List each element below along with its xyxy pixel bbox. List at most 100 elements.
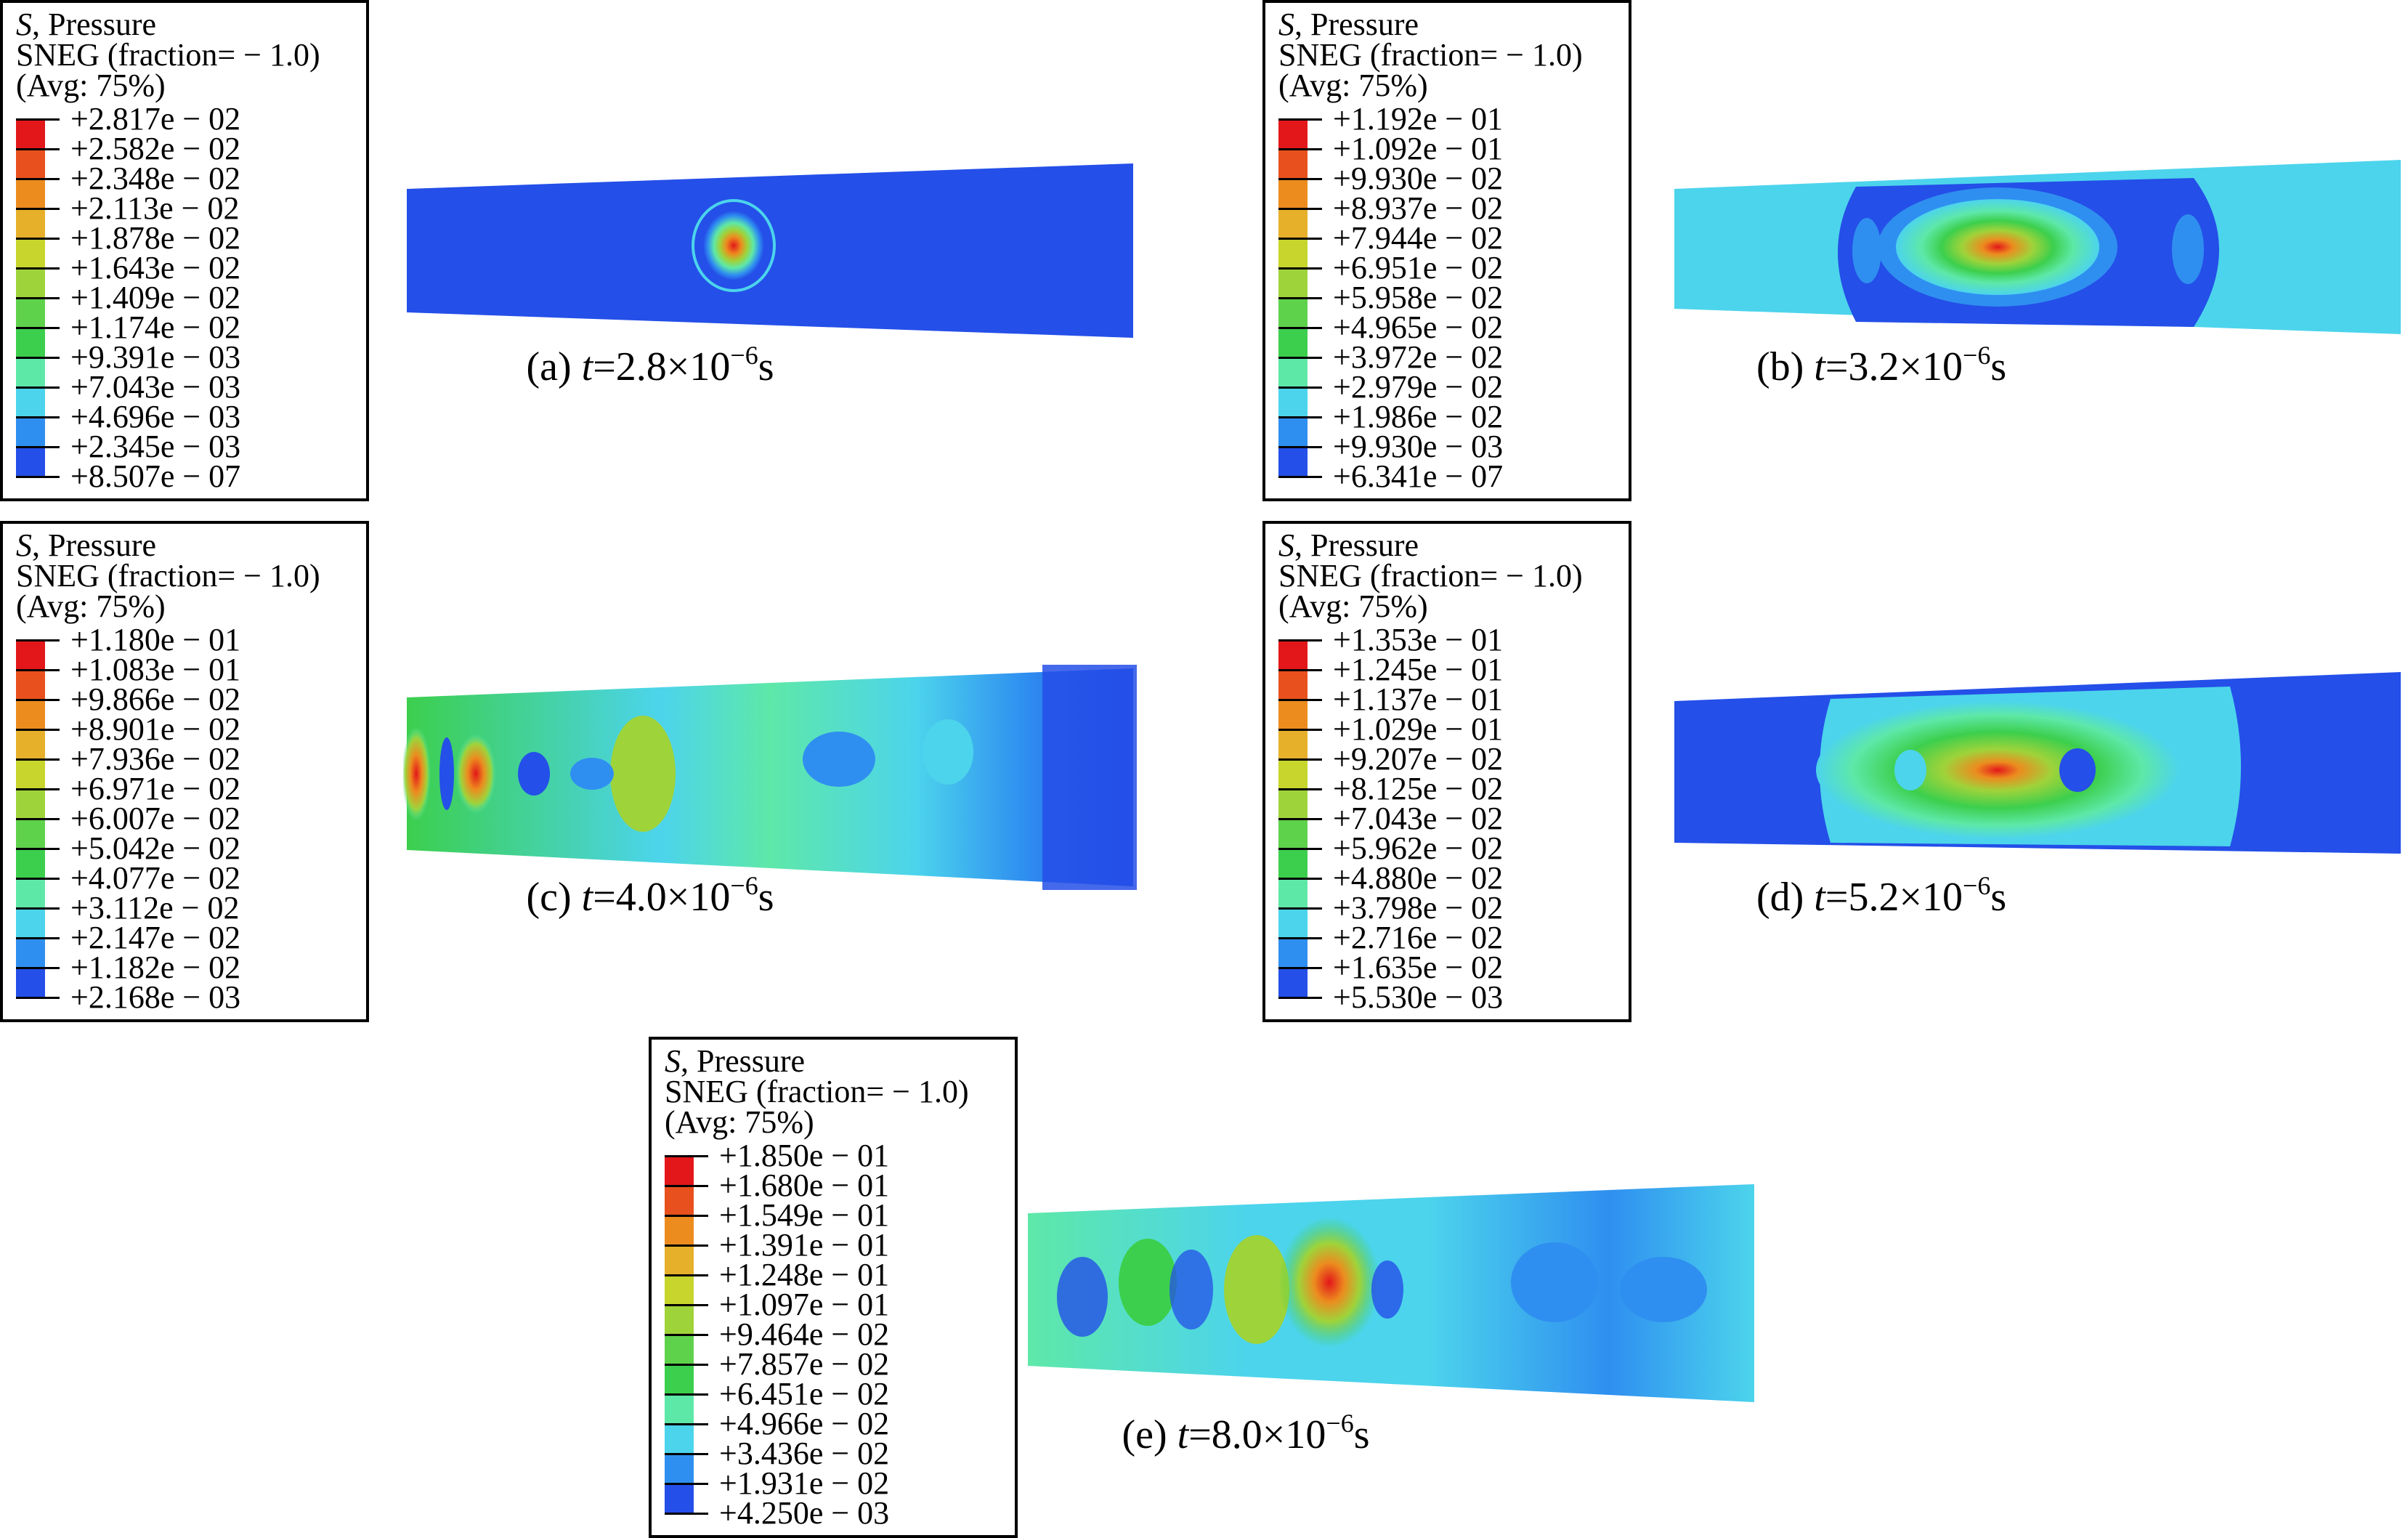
color-swatch [665,1186,694,1215]
caption-exponent: −6 [1326,1409,1354,1438]
color-swatch [1278,908,1308,938]
caption-time-value: =2.8×10 [593,344,731,389]
caption-time-var: t [581,344,593,389]
legend-tick [1278,788,1322,790]
legend-tick [16,297,60,299]
legend-value: +8.507e − 07 [70,458,241,494]
color-swatch [16,789,45,819]
color-swatch [665,1156,694,1186]
legend-value: +6.971e − 02 [70,771,241,806]
legend-value: +9.866e − 02 [70,681,241,717]
legend-value: +1.248e − 01 [719,1257,890,1292]
legend-tick [16,386,60,389]
legend-tick [1278,386,1322,389]
legend-tick [16,639,60,641]
legend-tick [1278,297,1322,299]
legend-box: S, Pressure SNEG (fraction= − 1.0) (Avg: 7… [649,1037,1018,1538]
legend-tick [665,1393,708,1396]
legend-tick [16,446,60,448]
legend-value: +4.965e − 02 [1333,309,1504,345]
legend-tick [1278,476,1322,478]
legend-tick [1278,639,1322,641]
color-swatch [1278,387,1308,417]
legend-variable-name: , Pressure [32,527,157,563]
caption-time-var: t [1814,344,1825,389]
color-swatch [665,1454,694,1484]
color-swatch [16,268,45,298]
color-swatch [1278,968,1308,997]
legend-value: +7.857e − 02 [719,1346,890,1382]
legend-value: +9.391e − 03 [70,339,241,375]
caption-unit: s [758,875,774,920]
color-swatch [16,357,45,387]
color-swatch [665,1394,694,1424]
legend-value: +9.464e − 02 [719,1316,890,1352]
legend-averaging: (Avg: 75%) [665,1104,814,1140]
color-swatch [665,1484,694,1513]
color-swatch [16,328,45,357]
legend-tick [16,848,60,850]
color-swatch [665,1215,694,1245]
legend-value: +1.680e − 01 [719,1167,890,1203]
color-swatch [1278,878,1308,908]
color-swatch [16,938,45,968]
caption-time-value: =8.0×10 [1188,1412,1326,1457]
legend-tick [665,1155,708,1157]
legend-tick [1278,967,1322,969]
legend-tick [16,788,60,790]
legend-tick [16,208,60,210]
caption-time-value: =5.2×10 [1825,875,1963,920]
legend-tick [665,1513,708,1515]
legend-tick [1278,208,1322,210]
legend-tick [16,178,60,180]
legend-box: S, Pressure SNEG (fraction= − 1.0) (Avg: 7… [1262,521,1631,1022]
color-swatch [1278,149,1308,179]
legend-value: +6.007e − 02 [70,801,241,836]
color-swatch [16,670,45,700]
legend-tick [1278,699,1322,701]
color-swatch [665,1335,694,1364]
legend-title: S, Pressure [665,1045,805,1077]
legend-variable-name: , Pressure [32,7,157,42]
legend-value: +4.880e − 02 [1333,860,1504,896]
legend-tick [1278,937,1322,939]
color-swatch [16,759,45,789]
legend-value: +3.798e − 02 [1333,890,1504,926]
legend-subtitle: SNEG (fraction= − 1.0) [16,558,320,594]
panel-caption: (d) t=5.2×10−6s [1756,873,2007,920]
caption-label: (d) [1756,875,1815,920]
caption-time-var: t [581,875,593,920]
legend-tick [16,758,60,761]
legend-value: +1.986e − 02 [1333,399,1504,434]
legend-value: +2.147e − 02 [70,920,241,955]
legend-value: +1.180e − 01 [70,622,241,657]
legend-value: +6.451e − 02 [719,1376,890,1412]
legend-tick [1278,446,1322,448]
color-swatch [665,1245,694,1275]
legend-value: +1.174e − 02 [70,309,241,345]
color-swatch [16,238,45,268]
caption-unit: s [1990,875,2007,920]
legend-value: +1.643e − 02 [70,250,241,286]
color-swatch [16,417,45,447]
legend-value: +1.192e − 01 [1333,101,1504,137]
legend-value: +2.582e − 02 [70,131,241,166]
contour-plate-e [1028,1184,1754,1402]
legend-averaging: (Avg: 75%) [16,588,166,624]
caption-unit: s [1990,344,2007,389]
caption-time-var: t [1814,875,1825,920]
caption-label: (b) [1756,344,1815,389]
legend-value: +1.083e − 01 [70,652,241,687]
legend-value: +7.936e − 02 [70,741,241,777]
legend-value: +5.958e − 02 [1333,280,1504,315]
legend-title: S, Pressure [1278,530,1419,562]
legend-tick [1278,729,1322,731]
legend-tick [1278,357,1322,359]
legend-averaging: (Avg: 75%) [1278,588,1428,624]
legend-value: +2.348e − 02 [70,161,241,196]
legend-value: +2.113e − 02 [70,190,240,226]
legend-box: S, Pressure SNEG (fraction= − 1.0) (Avg: 7… [0,0,369,501]
color-swatch [665,1364,694,1394]
legend-box: S, Pressure SNEG (fraction= − 1.0) (Avg: 7… [0,521,369,1022]
legend-value: +9.930e − 03 [1333,429,1504,464]
